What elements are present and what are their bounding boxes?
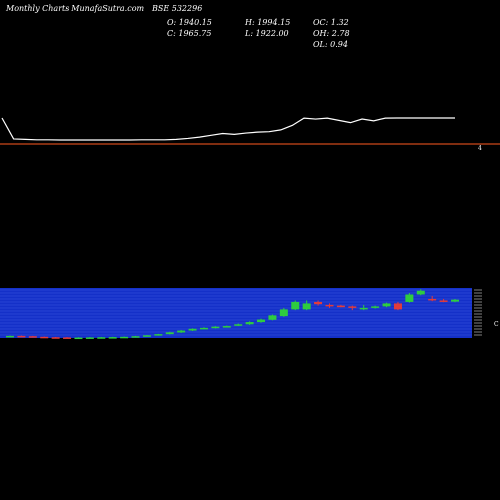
candle-body	[451, 299, 459, 302]
symbol-label: BSE 532296	[152, 4, 203, 13]
band-axis	[472, 288, 484, 338]
candle-body	[28, 336, 37, 338]
candle-body	[97, 337, 106, 339]
candle-body	[245, 322, 254, 325]
candle-body	[177, 330, 186, 333]
candle-body	[302, 303, 311, 310]
candle-body	[211, 326, 220, 329]
candle-body	[188, 328, 197, 331]
candle-body	[268, 315, 277, 320]
low-value: L: 1922.00	[245, 29, 289, 38]
candle-body	[428, 298, 437, 301]
candle-body	[371, 306, 380, 308]
candle-body	[131, 336, 140, 338]
candle-body	[165, 332, 174, 335]
price-line	[1, 117, 455, 141]
candle-body	[142, 335, 151, 337]
candle-body	[257, 319, 266, 323]
candle-body	[120, 336, 129, 339]
candle-body	[6, 335, 14, 338]
ol-value: OL: 0.94	[313, 40, 348, 49]
candle-body	[51, 337, 60, 339]
candle-body	[393, 303, 402, 310]
candle-body	[154, 334, 163, 336]
oc-value: OC: 1.32	[313, 18, 349, 27]
band-label: C	[494, 321, 499, 328]
brand-label: Monthly Charts	[6, 4, 70, 13]
candle-body	[108, 337, 117, 339]
candle-body	[17, 335, 26, 338]
candle-body	[336, 305, 345, 308]
candle-body	[74, 337, 83, 340]
candle-body	[63, 337, 72, 339]
candle-body	[85, 337, 94, 339]
site-label[interactable]: - MunafaSutra.com	[66, 4, 145, 13]
candle-body	[291, 301, 300, 310]
candle-body	[416, 290, 425, 295]
candle-body	[222, 326, 231, 328]
open-value: O: 1940.15	[167, 18, 212, 27]
candle-body	[405, 294, 414, 302]
axis-marker: 4	[478, 145, 482, 152]
candle-body	[40, 336, 49, 339]
candle-body	[279, 309, 288, 317]
candle-body	[439, 300, 448, 302]
high-value: H: 1994.15	[245, 18, 291, 27]
candle-band	[0, 288, 472, 338]
candle-body	[325, 304, 334, 307]
candle-body	[199, 327, 208, 330]
close-value: C: 1965.75	[167, 29, 212, 38]
candle-body	[359, 307, 368, 310]
candle-body	[234, 324, 243, 326]
candle-body	[348, 306, 357, 308]
oh-value: OH: 2.78	[313, 29, 350, 38]
candle-body	[382, 303, 391, 307]
candle-body	[314, 301, 323, 305]
